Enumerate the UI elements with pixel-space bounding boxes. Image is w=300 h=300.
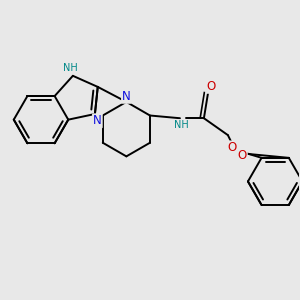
Text: O: O (238, 149, 247, 162)
Text: NH: NH (63, 63, 78, 73)
Text: O: O (228, 141, 237, 154)
Text: N: N (122, 90, 131, 103)
Text: O: O (206, 80, 216, 93)
Text: N: N (93, 114, 102, 127)
Text: NH: NH (174, 120, 189, 130)
